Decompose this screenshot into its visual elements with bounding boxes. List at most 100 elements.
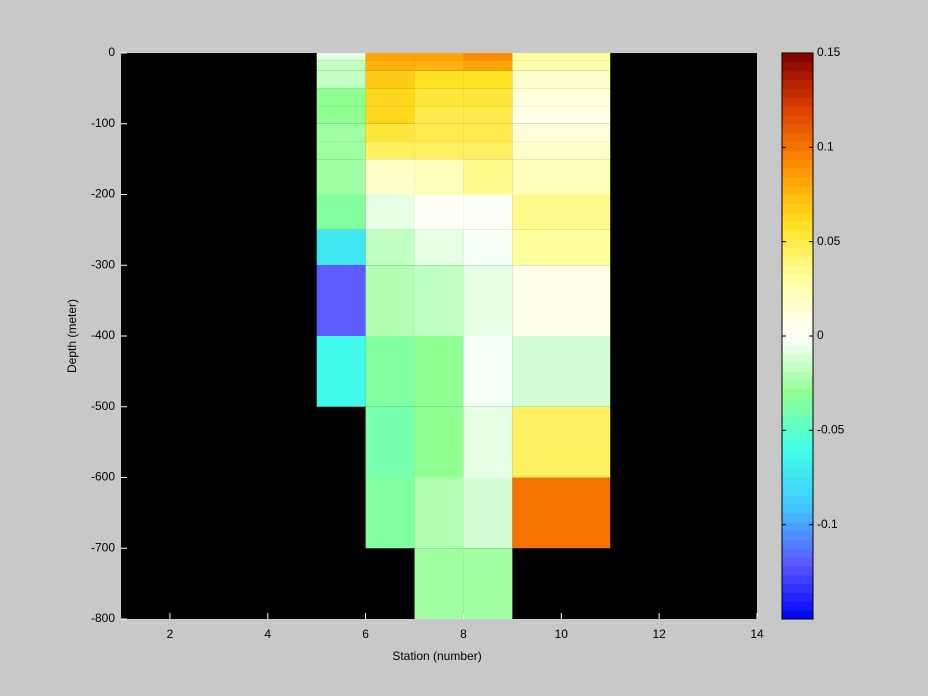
colorbar-step: [782, 583, 813, 593]
colorbar-step: [782, 504, 813, 514]
heatmap-cell: [463, 336, 513, 407]
colorbar-step: [782, 300, 813, 310]
x-tick-label: 4: [264, 627, 271, 641]
colorbar-step: [782, 88, 813, 98]
colorbar-step: [782, 203, 813, 213]
heatmap-cell: [414, 548, 464, 619]
heatmap-cell: [414, 229, 464, 266]
heatmap-cell: [463, 141, 513, 160]
heatmap-cell: [512, 106, 611, 124]
heatmap-cell: [463, 406, 513, 478]
heatmap-cell: [365, 53, 415, 61]
heatmap-cell: [414, 53, 464, 61]
y-tick-label: -800: [91, 611, 115, 625]
colorbar-step: [782, 486, 813, 496]
colorbar-step: [782, 167, 813, 178]
heatmap-cell: [512, 141, 611, 160]
colorbar-step: [782, 495, 813, 505]
heatmap-cell: [463, 88, 513, 107]
colorbar-step: [782, 274, 813, 284]
heatmap-cell: [414, 265, 464, 336]
colorbar-step: [782, 79, 813, 89]
heatmap-cell: [365, 229, 415, 266]
heatmap-cell: [414, 477, 464, 549]
heatmap-cell: [463, 265, 513, 336]
colorbar-step: [782, 336, 813, 346]
colorbar-step: [782, 159, 813, 169]
y-tick-label: -600: [91, 470, 115, 484]
heatmap-cell: [316, 60, 366, 71]
colorbar-step: [782, 415, 813, 425]
colorbar-step: [782, 309, 813, 319]
colorbar-step: [782, 459, 813, 470]
heatmap-cell: [414, 406, 464, 478]
heatmap-cell: [512, 70, 611, 89]
heatmap-cell: [365, 265, 415, 336]
colorbar-tick-label: 0.15: [817, 45, 841, 59]
heatmap-cell: [463, 106, 513, 124]
colorbar-step: [782, 539, 813, 549]
heatmap-cell: [316, 194, 366, 230]
heatmap-cell: [463, 548, 513, 619]
colorbar-step: [782, 318, 813, 328]
heatmap-cell: [512, 477, 611, 549]
heatmap-cell: [463, 123, 513, 142]
heatmap-cell: [316, 106, 366, 124]
heatmap-cell: [316, 123, 366, 142]
y-tick-label: -500: [91, 399, 115, 413]
colorbar-step: [782, 565, 813, 576]
colorbar-step: [782, 397, 813, 408]
heatmap-cell: [414, 70, 464, 89]
colorbar-step: [782, 433, 813, 443]
colorbar-step: [782, 70, 813, 81]
colorbar-step: [782, 406, 813, 417]
colorbar-step: [782, 371, 813, 381]
colorbar-step: [782, 185, 813, 195]
colorbar-step: [782, 442, 813, 452]
colorbar-step: [782, 247, 813, 257]
colorbar-step: [782, 123, 813, 134]
x-tick-label: 2: [167, 627, 174, 641]
y-tick-label: 0: [108, 45, 115, 59]
heatmap-cell: [463, 53, 513, 61]
colorbar-step: [782, 114, 813, 125]
heatmap-cell: [316, 229, 366, 266]
colorbar-step: [782, 194, 813, 204]
heatmap-cell: [463, 60, 513, 71]
colorbar-step: [782, 212, 813, 222]
colorbar-step: [782, 521, 813, 532]
heatmap-cell: [512, 265, 611, 336]
colorbar-step: [782, 97, 813, 107]
heatmap-cell: [365, 159, 415, 195]
heatmap-cell: [365, 336, 415, 407]
colorbar-tick-label: -0.05: [817, 423, 845, 437]
heatmap-cell: [414, 60, 464, 71]
heatmap-cell: [512, 229, 611, 266]
heatmap-cell: [463, 194, 513, 230]
heatmap-cell: [365, 194, 415, 230]
heatmap-cell: [512, 406, 611, 478]
heatmap-cell: [316, 265, 366, 336]
heatmap-cell: [365, 88, 415, 107]
colorbar-step: [782, 106, 813, 116]
heatmap-cell: [463, 229, 513, 266]
x-tick-label: 10: [555, 627, 569, 641]
heatmap-cell: [316, 336, 366, 407]
heatmap-cell: [316, 70, 366, 89]
heatmap-cell: [512, 159, 611, 195]
x-tick-label: 14: [750, 627, 764, 641]
colorbar-step: [782, 229, 813, 240]
heatmap-cell: [512, 88, 611, 107]
heatmap-cell: [414, 194, 464, 230]
colorbar-step: [782, 389, 813, 399]
heatmap-cell: [365, 141, 415, 160]
colorbar-step: [782, 592, 813, 602]
colorbar-step: [782, 132, 813, 142]
heatmap-cell: [512, 336, 611, 407]
y-tick-label: -400: [91, 328, 115, 342]
heatmap-cell: [512, 123, 611, 142]
heatmap-cell: [316, 88, 366, 107]
heatmap-cell: [512, 194, 611, 230]
y-tick-label: -700: [91, 540, 115, 554]
